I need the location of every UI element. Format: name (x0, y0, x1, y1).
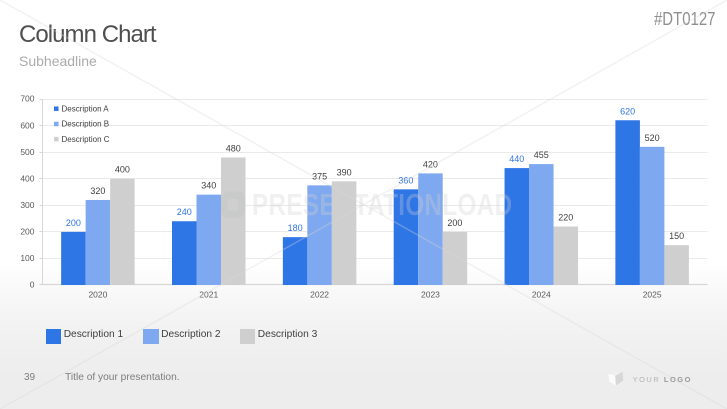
svg-text:375: 375 (312, 171, 327, 181)
svg-text:2021: 2021 (199, 290, 218, 300)
svg-text:200: 200 (20, 227, 34, 237)
svg-text:220: 220 (558, 213, 573, 223)
svg-text:200: 200 (447, 218, 462, 228)
svg-text:Description A: Description A (62, 104, 110, 113)
svg-text:100: 100 (20, 253, 34, 263)
svg-text:2020: 2020 (88, 290, 107, 300)
svg-text:150: 150 (669, 231, 684, 241)
svg-text:340: 340 (201, 181, 216, 191)
svg-text:500: 500 (20, 147, 34, 157)
svg-text:2025: 2025 (643, 290, 662, 300)
svg-text:400: 400 (115, 165, 130, 175)
svg-text:2023: 2023 (421, 290, 440, 300)
svg-text:200: 200 (66, 218, 81, 228)
svg-text:480: 480 (226, 143, 241, 153)
svg-text:180: 180 (288, 223, 303, 233)
svg-text:PRESENTATIONLOAD: PRESENTATIONLOAD (252, 187, 512, 222)
svg-text:390: 390 (337, 167, 352, 177)
svg-text:440: 440 (509, 154, 524, 164)
svg-text:600: 600 (20, 120, 34, 130)
svg-text:520: 520 (645, 133, 660, 143)
svg-text:Description B: Description B (62, 120, 110, 129)
svg-text:320: 320 (90, 186, 105, 196)
svg-text:Description C: Description C (62, 135, 110, 144)
svg-text:2022: 2022 (310, 290, 329, 300)
svg-text:360: 360 (398, 175, 413, 185)
svg-text:300: 300 (20, 200, 34, 210)
svg-text:2024: 2024 (532, 290, 551, 300)
svg-text:0: 0 (30, 280, 35, 290)
svg-text:455: 455 (534, 150, 549, 160)
svg-text:700: 700 (20, 94, 34, 104)
svg-text:400: 400 (20, 173, 34, 183)
svg-text:620: 620 (620, 106, 635, 116)
svg-text:240: 240 (177, 207, 192, 217)
svg-text:420: 420 (423, 159, 438, 169)
